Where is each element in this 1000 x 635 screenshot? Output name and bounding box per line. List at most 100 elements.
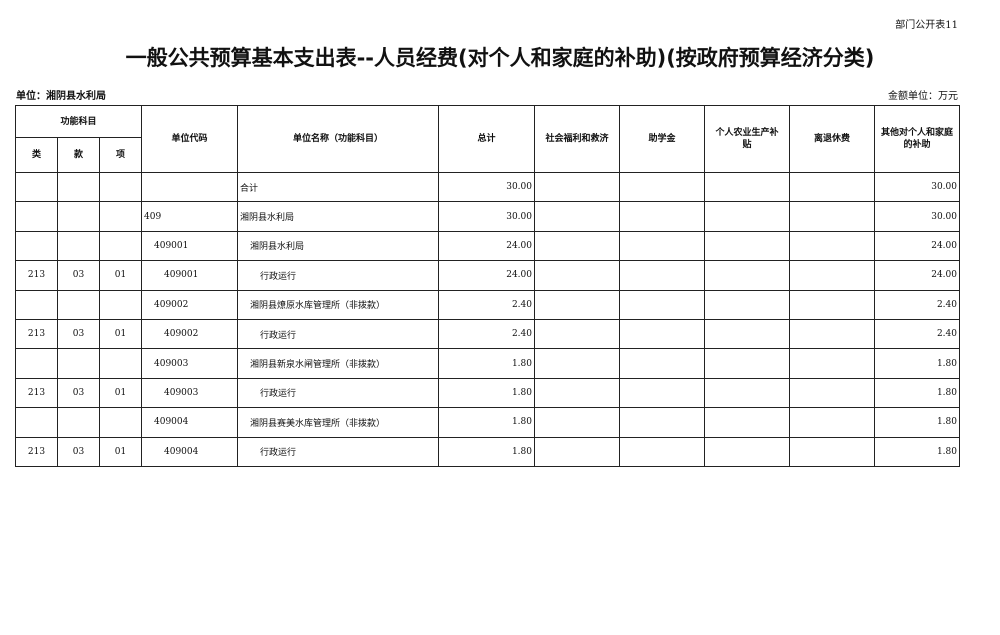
column-header: 项: [99, 137, 142, 173]
table-cell: 湘阴县水利局: [237, 201, 439, 232]
table-cell: [704, 260, 790, 291]
table-cell: 409001: [141, 260, 238, 291]
table-cell: 30.00: [874, 171, 960, 203]
table-cell: 行政运行: [237, 260, 439, 291]
table-cell: [534, 377, 620, 409]
table-cell: 1.80: [438, 407, 535, 438]
table-cell: 24.00: [874, 230, 960, 262]
table-cell: 行政运行: [237, 436, 439, 467]
table-cell: 2.40: [874, 289, 960, 320]
table-row: 213 03 01 409003 行政运行 1.80 1.80: [15, 377, 960, 409]
table-cell: 409004: [141, 407, 238, 438]
column-header: 单位代码: [141, 105, 238, 173]
table-cell: [99, 348, 142, 379]
table-cell: 行政运行: [237, 318, 439, 350]
table-cell: [619, 318, 705, 350]
table-row: 409004 湘阴县赛美水库管理所（非拨款） 1.80 1.80: [15, 407, 960, 438]
table-cell: [99, 171, 142, 203]
table-cell: [704, 318, 790, 350]
table-cell: 213: [15, 260, 58, 291]
table-cell: [57, 201, 100, 232]
table-cell: [789, 377, 875, 409]
group-header: 功能科目: [15, 105, 142, 138]
table-cell: [619, 171, 705, 203]
table-cell: 409004: [141, 436, 238, 467]
table-cell: 1.80: [874, 348, 960, 379]
table-cell: [534, 318, 620, 350]
column-header: 助学金: [619, 105, 705, 173]
table-cell: 湘阴县水利局: [237, 230, 439, 262]
table-cell: [15, 201, 58, 232]
table-row: 409001 湘阴县水利局 24.00 24.00: [15, 230, 960, 262]
table-cell: [619, 201, 705, 232]
table-cell: [99, 407, 142, 438]
table-cell: [704, 348, 790, 379]
table-cell: 行政运行: [237, 377, 439, 409]
table-cell: [789, 318, 875, 350]
table-cell: 01: [99, 436, 142, 467]
table: 功能科目 单位代码 单位名称（功能科目） 总计 社会福利和救济 助学金 个人农业…: [15, 105, 960, 467]
table-cell: 1.80: [438, 348, 535, 379]
table-cell: [534, 201, 620, 232]
table-cell: [141, 171, 238, 203]
column-header: 离退休费: [789, 105, 875, 173]
table-cell: [534, 230, 620, 262]
table-cell: 湘阴县燎原水库管理所（非拨款）: [237, 289, 439, 320]
table-cell: [789, 260, 875, 291]
table-cell: [789, 201, 875, 232]
table-row: 合计 30.00 30.00: [15, 171, 960, 203]
table-cell: 03: [57, 436, 100, 467]
table-cell: 409: [141, 201, 238, 232]
table-cell: [99, 201, 142, 232]
table-cell: [789, 348, 875, 379]
table-cell: [99, 230, 142, 262]
table-cell: [534, 289, 620, 320]
table-cell: 30.00: [438, 201, 535, 232]
table-cell: 湘阴县新泉水闸管理所（非拨款）: [237, 348, 439, 379]
table-cell: [57, 348, 100, 379]
column-header: 单位名称（功能科目）: [237, 105, 439, 173]
table-cell: [619, 407, 705, 438]
table-cell: 2.40: [438, 289, 535, 320]
table-cell: [534, 407, 620, 438]
table-cell: [789, 171, 875, 203]
table-cell: 24.00: [438, 230, 535, 262]
table-cell: [15, 171, 58, 203]
table-cell: [619, 436, 705, 467]
table-cell: [57, 289, 100, 320]
table-cell: [57, 171, 100, 203]
amount-unit: 金额单位：万元: [888, 91, 958, 102]
table-cell: [15, 289, 58, 320]
table-cell: [15, 230, 58, 262]
table-cell: [704, 436, 790, 467]
table-cell: 2.40: [438, 318, 535, 350]
table-cell: 409002: [141, 318, 238, 350]
table-cell: [534, 436, 620, 467]
table-cell: 湘阴县赛美水库管理所（非拨款）: [237, 407, 439, 438]
unit: 单位：湘阴县水利局: [16, 91, 106, 102]
column-header: 其他对个人和家庭的补助: [874, 105, 960, 173]
table-cell: [789, 289, 875, 320]
table-cell: [15, 407, 58, 438]
table-cell: 2.40: [874, 318, 960, 350]
table-cell: 24.00: [874, 260, 960, 291]
table-cell: 03: [57, 318, 100, 350]
form-number: 部门公开表11: [895, 20, 958, 31]
table-cell: [57, 407, 100, 438]
table-cell: 01: [99, 377, 142, 409]
table-cell: [619, 348, 705, 379]
table-cell: 合计: [237, 171, 439, 203]
table-cell: [704, 407, 790, 438]
table-cell: [534, 260, 620, 291]
table-cell: 01: [99, 260, 142, 291]
column-header: 类: [15, 137, 58, 173]
table-cell: 01: [99, 318, 142, 350]
table-cell: [99, 289, 142, 320]
table-cell: [789, 407, 875, 438]
table-cell: 409003: [141, 377, 238, 409]
table-cell: [619, 377, 705, 409]
table-cell: [789, 230, 875, 262]
table-row: 213 03 01 409001 行政运行 24.00 24.00: [15, 260, 960, 291]
table-cell: 03: [57, 377, 100, 409]
